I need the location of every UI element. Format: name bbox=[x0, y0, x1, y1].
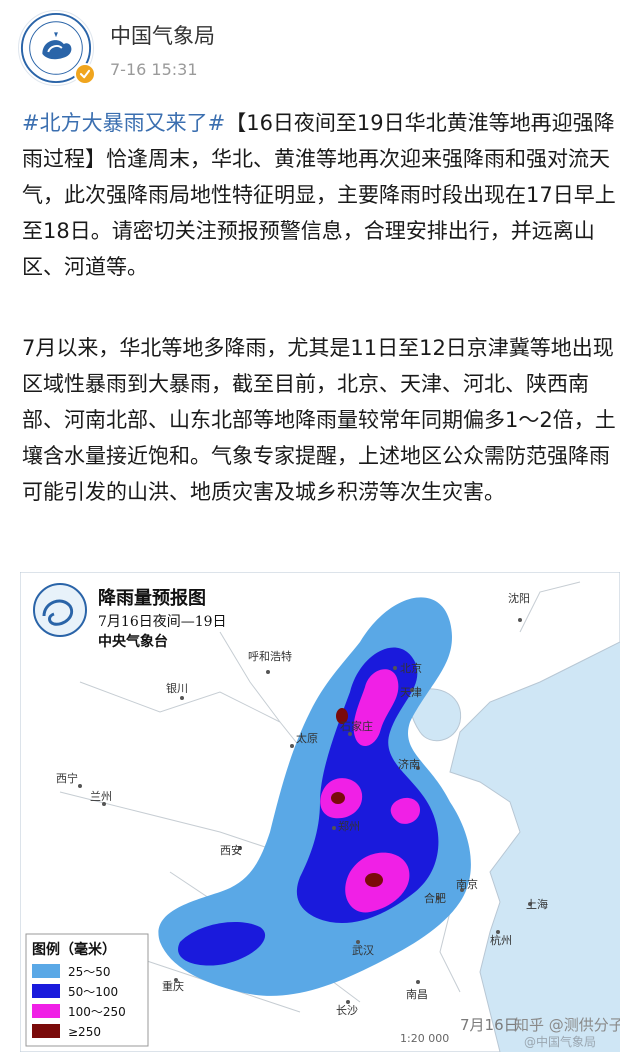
legend-swatch-50-100 bbox=[32, 984, 60, 998]
rain-area-250-central bbox=[331, 792, 345, 804]
city-shanghai: 上海 bbox=[526, 897, 548, 911]
legend-label-100-250: 100～250 bbox=[68, 1005, 126, 1019]
yellow-sea bbox=[490, 767, 620, 812]
cma-watermark: @中国气象局 bbox=[524, 1034, 596, 1049]
map-canvas: 降雨量预报图 7月16日夜间—19日 中央气象台 沈阳 呼和浩特 北京 天津 银… bbox=[20, 572, 620, 1052]
hashtag-link[interactable]: #北方大暴雨又来了# bbox=[22, 111, 226, 135]
rainfall-forecast-map[interactable]: 降雨量预报图 7月16日夜间—19日 中央气象台 沈阳 呼和浩特 北京 天津 银… bbox=[20, 572, 620, 1052]
legend-label-250: ≥250 bbox=[68, 1025, 101, 1039]
rain-area-50-100-southwest bbox=[178, 922, 266, 966]
city-zhengzhou: 郑州 bbox=[338, 819, 360, 833]
avatar[interactable] bbox=[18, 10, 94, 86]
verified-badge-icon bbox=[74, 63, 96, 85]
city-beijing: 北京 bbox=[400, 661, 422, 675]
map-issuer: 中央气象台 bbox=[98, 633, 168, 650]
rain-area-100-250-east bbox=[390, 797, 420, 824]
city-xining: 西宁 bbox=[56, 771, 78, 785]
city-tianjin: 天津 bbox=[400, 686, 422, 699]
map-legend: 图例（毫米） 25～50 50～100 100～250 ≥250 bbox=[25, 933, 149, 1047]
city-labels: 沈阳 呼和浩特 北京 天津 银川 太原 石家庄 济南 西宁 兰州 郑州 西安 合… bbox=[56, 591, 548, 1017]
rain-area-250-north bbox=[336, 708, 348, 724]
city-yinchuan: 银川 bbox=[166, 681, 188, 695]
author-name[interactable]: 中国气象局 bbox=[110, 24, 215, 48]
cma-logo-icon bbox=[20, 12, 92, 84]
city-chongqing: 重庆 bbox=[162, 979, 184, 993]
city-hohhot: 呼和浩特 bbox=[248, 649, 292, 663]
legend-label-50-100: 50～100 bbox=[68, 985, 118, 999]
city-wuhan: 武汉 bbox=[352, 944, 374, 957]
map-date-stamp: 7月16日 bbox=[460, 1016, 519, 1034]
map-header: 降雨量预报图 7月16日夜间—19日 中央气象台 bbox=[33, 583, 227, 650]
city-shenyang: 沈阳 bbox=[508, 591, 530, 605]
rain-area-100-250-north bbox=[353, 669, 399, 747]
city-hefei: 合肥 bbox=[424, 891, 446, 905]
map-title: 降雨量预报图 bbox=[98, 587, 206, 609]
rain-area-250-south bbox=[365, 873, 383, 887]
city-nanchang: 南昌 bbox=[406, 988, 428, 1001]
city-jinan: 济南 bbox=[398, 757, 420, 771]
city-lanzhou: 兰州 bbox=[90, 790, 112, 803]
city-nanjing: 南京 bbox=[456, 877, 478, 891]
legend-swatch-250 bbox=[32, 1024, 60, 1038]
city-changsha: 长沙 bbox=[336, 1004, 358, 1017]
map-scale: 1:20 000 bbox=[400, 1032, 449, 1045]
emblem-swirl-icon bbox=[42, 599, 73, 626]
post-paragraph-1: #北方大暴雨又来了#【16日夜间至19日华北黄淮等地再迎强降雨过程】恰逢周末，华… bbox=[22, 105, 620, 285]
legend-swatch-25-50 bbox=[32, 964, 60, 978]
city-hangzhou: 杭州 bbox=[490, 933, 512, 947]
legend-label-25-50: 25～50 bbox=[68, 965, 111, 979]
city-taiyuan: 太原 bbox=[296, 732, 318, 745]
rain-area-50-100 bbox=[296, 647, 439, 923]
city-shijiazhuang: 石家庄 bbox=[340, 719, 373, 733]
post-timestamp: 7-16 15:31 bbox=[110, 60, 198, 79]
map-subtitle: 7月16日夜间—19日 bbox=[98, 614, 227, 630]
paragraph-1-text: 【16日夜间至19日华北黄淮等地再迎强降雨过程】恰逢周末，华北、黄淮等地再次迎来… bbox=[22, 111, 616, 279]
zhihu-watermark: 知乎 @测供分子 bbox=[514, 1016, 620, 1034]
legend-swatch-100-250 bbox=[32, 1004, 60, 1018]
cma-emblem-icon bbox=[33, 583, 87, 637]
post-header: 中国气象局 7-16 15:31 bbox=[0, 0, 640, 100]
legend-title: 图例（毫米） bbox=[32, 941, 116, 958]
city-xian: 西安 bbox=[220, 843, 242, 857]
post-paragraph-2: 7月以来，华北等地多降雨，尤其是11日至12日京津冀等地出现区域性暴雨到大暴雨，… bbox=[22, 336, 616, 504]
